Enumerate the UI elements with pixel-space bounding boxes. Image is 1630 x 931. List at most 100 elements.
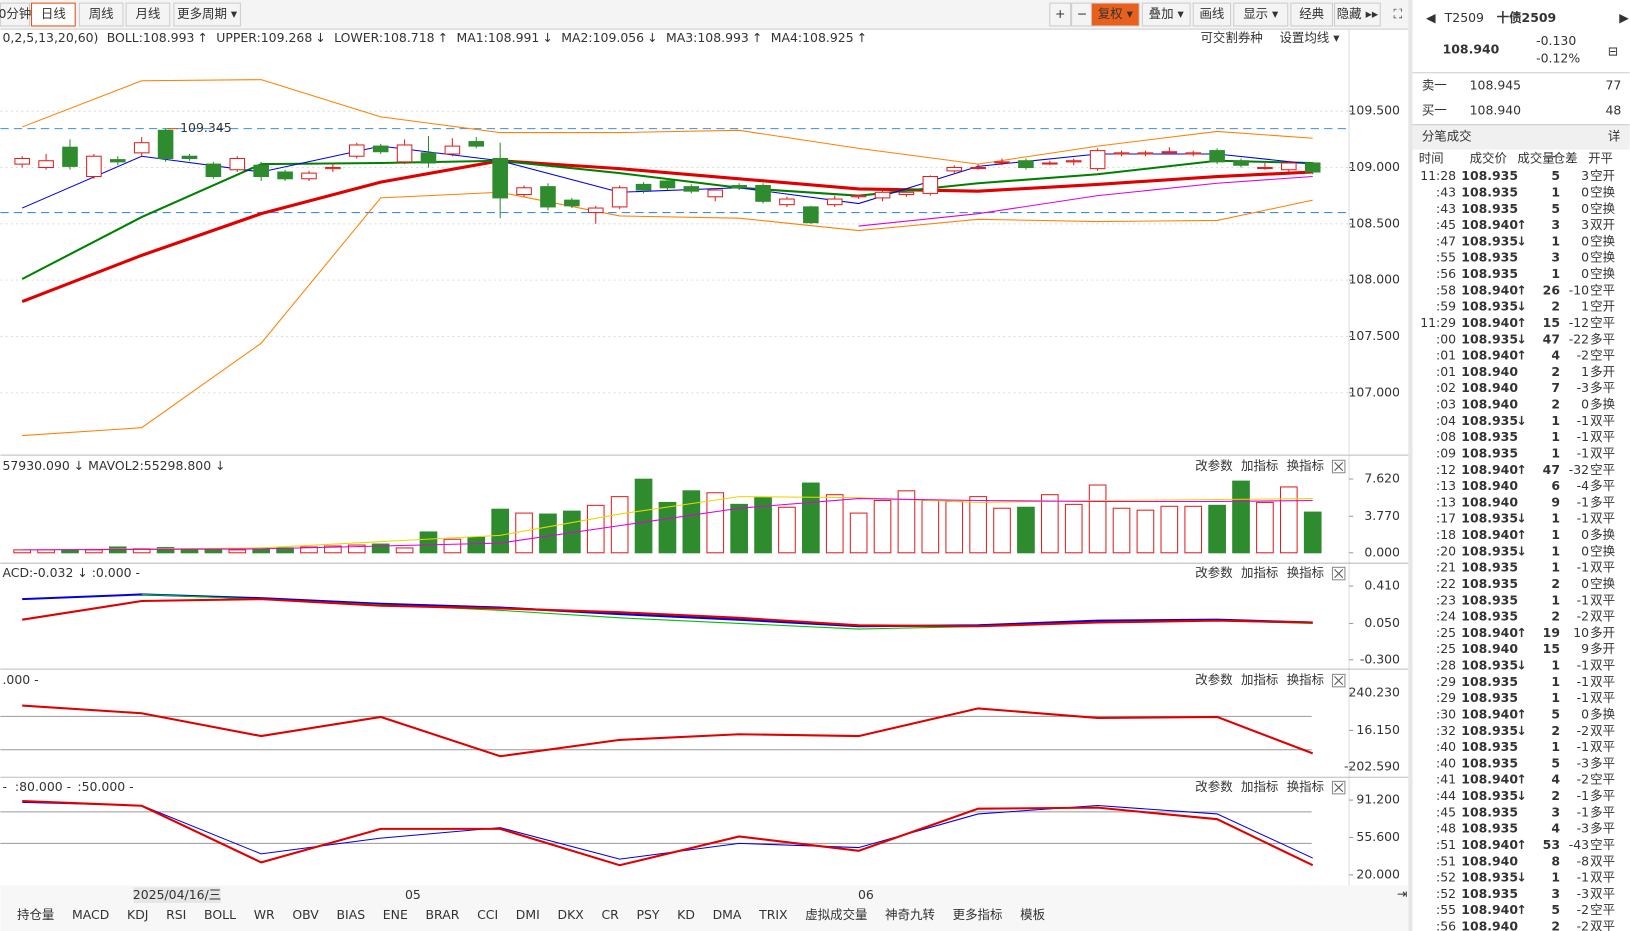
- indicator-tab[interactable]: 模板: [1020, 907, 1045, 922]
- indicator-tab[interactable]: DKX: [557, 907, 584, 922]
- period-tab[interactable]: [31, 2, 76, 27]
- tool-button[interactable]: [1141, 2, 1191, 27]
- indicator-tab[interactable]: KDJ: [127, 907, 148, 922]
- panel-button[interactable]: 加指标: [1241, 672, 1278, 687]
- change: -0.130: [1536, 33, 1576, 48]
- candle-body: [1113, 152, 1130, 155]
- scroll-arrow[interactable]: ⇥: [1397, 886, 1407, 901]
- indicator-tab[interactable]: CR: [601, 907, 619, 922]
- volume-bar: [1088, 484, 1107, 554]
- tool-label[interactable]: +: [1055, 6, 1065, 21]
- indicator-tab[interactable]: BOLL: [204, 907, 236, 922]
- tick-oi: 0: [1581, 576, 1589, 591]
- candle-body: [1233, 160, 1249, 166]
- period-tab[interactable]: [125, 2, 171, 27]
- period-tab[interactable]: [0, 2, 30, 27]
- tick-kind: 多平: [1590, 478, 1615, 493]
- indicator-tab[interactable]: BIAS: [336, 907, 365, 922]
- period-label[interactable]: 日线: [41, 6, 66, 21]
- tool-button[interactable]: [1290, 2, 1333, 27]
- period-tab[interactable]: [173, 2, 241, 27]
- indicator-tab[interactable]: CCI: [477, 907, 498, 922]
- tick-volume: 3: [1551, 250, 1560, 265]
- indicator-tab[interactable]: RSI: [166, 907, 186, 922]
- period-label[interactable]: 月线: [135, 6, 160, 21]
- indicator-tab[interactable]: MACD: [72, 907, 109, 922]
- indicator-tab[interactable]: 神奇九转: [885, 907, 935, 922]
- period-tab[interactable]: [78, 2, 124, 27]
- indicator-tab[interactable]: 更多指标: [953, 907, 1003, 922]
- tick-arrow: ↑: [1516, 706, 1526, 721]
- next-arrow[interactable]: ▶: [1619, 10, 1629, 25]
- close-x[interactable]: [1334, 676, 1344, 686]
- tool-label[interactable]: 画线: [1199, 6, 1224, 21]
- collapse-icon[interactable]: ⊟: [1608, 43, 1618, 58]
- tick-kind: 双平: [1590, 919, 1615, 931]
- close-x[interactable]: [1334, 569, 1344, 579]
- indicator-tab[interactable]: ENE: [383, 907, 408, 922]
- indicator-tab[interactable]: OBV: [292, 907, 319, 922]
- tool-button[interactable]: [1192, 2, 1232, 27]
- tool-label[interactable]: 叠加 ▾: [1149, 6, 1185, 21]
- tool-label[interactable]: 复权 ▾: [1098, 6, 1134, 21]
- indicator-tab[interactable]: TRIX: [758, 907, 788, 922]
- tick-time: :13: [1436, 478, 1456, 493]
- close-x[interactable]: [1334, 462, 1344, 472]
- fullscreen-icon[interactable]: ⛶: [1393, 6, 1403, 21]
- panel-button[interactable]: 改参数: [1195, 565, 1233, 580]
- indicator-tab[interactable]: PSY: [636, 907, 659, 922]
- tool-label[interactable]: 经典: [1299, 6, 1324, 21]
- tool-button[interactable]: [1233, 2, 1289, 27]
- indicator-tab[interactable]: 虚拟成交量: [805, 907, 867, 922]
- candle-body: [1042, 162, 1058, 165]
- tick-time: :52: [1436, 870, 1456, 885]
- volume-bar: [1184, 505, 1203, 554]
- volume-bar: [1160, 505, 1179, 554]
- panel-button[interactable]: 加指标: [1241, 779, 1278, 794]
- tool-label[interactable]: 隐藏 ▸▸: [1337, 6, 1379, 21]
- splitter[interactable]: [1408, 0, 1413, 931]
- panel-button[interactable]: 换指标: [1287, 779, 1324, 794]
- ma-settings[interactable]: 设置均线 ▾: [1279, 30, 1340, 45]
- panel-button[interactable]: 换指标: [1287, 565, 1324, 580]
- tool-button[interactable]: [1090, 2, 1140, 27]
- indicator-tab[interactable]: 持仓量: [17, 907, 54, 922]
- tool-label[interactable]: 显示 ▾: [1243, 6, 1279, 21]
- panel-button[interactable]: 改参数: [1195, 779, 1233, 794]
- deliverable-link[interactable]: 可交割券种: [1200, 30, 1262, 45]
- volume-bar: [1303, 511, 1322, 554]
- panel-button[interactable]: 加指标: [1241, 458, 1278, 473]
- tick-volume: 2: [1551, 609, 1560, 624]
- close-x[interactable]: [1334, 783, 1344, 793]
- period-label[interactable]: 0分钟: [0, 6, 31, 21]
- tick-volume: 5: [1551, 201, 1560, 216]
- indicator-tab[interactable]: DMA: [713, 907, 742, 922]
- tool-label[interactable]: −: [1077, 6, 1087, 21]
- period-label[interactable]: 更多周期 ▾: [177, 6, 238, 21]
- tick-time: :04: [1436, 413, 1456, 428]
- panel-button[interactable]: 加指标: [1241, 565, 1278, 580]
- indicator-tab[interactable]: WR: [254, 907, 275, 922]
- candle-body: [420, 152, 437, 164]
- tick-kind: 空平: [1590, 348, 1615, 363]
- detail-button[interactable]: 详: [1608, 129, 1620, 144]
- prev-arrow[interactable]: ◀: [1426, 10, 1436, 25]
- period-label[interactable]: 周线: [89, 6, 114, 21]
- y-tick-label: 55.600: [1356, 829, 1400, 844]
- tool-button[interactable]: [1049, 2, 1072, 27]
- tick-arrow: ↓: [1516, 413, 1526, 428]
- indicator-line: [22, 496, 1313, 551]
- tool-button[interactable]: [1334, 2, 1381, 27]
- tick-price: 108.940: [1461, 282, 1518, 297]
- tick-volume: 1: [1551, 511, 1560, 526]
- indicator-tab[interactable]: DMI: [516, 907, 540, 922]
- panel-button[interactable]: 改参数: [1195, 672, 1233, 687]
- indicator-tab[interactable]: BRAR: [426, 907, 460, 922]
- tick-kind: 双平: [1590, 413, 1615, 428]
- volume-bar: [395, 547, 414, 554]
- panel-button[interactable]: 换指标: [1287, 672, 1324, 687]
- panel-button[interactable]: 改参数: [1195, 458, 1233, 473]
- panel-button[interactable]: 换指标: [1287, 458, 1324, 473]
- indicator-tab[interactable]: KD: [677, 907, 695, 922]
